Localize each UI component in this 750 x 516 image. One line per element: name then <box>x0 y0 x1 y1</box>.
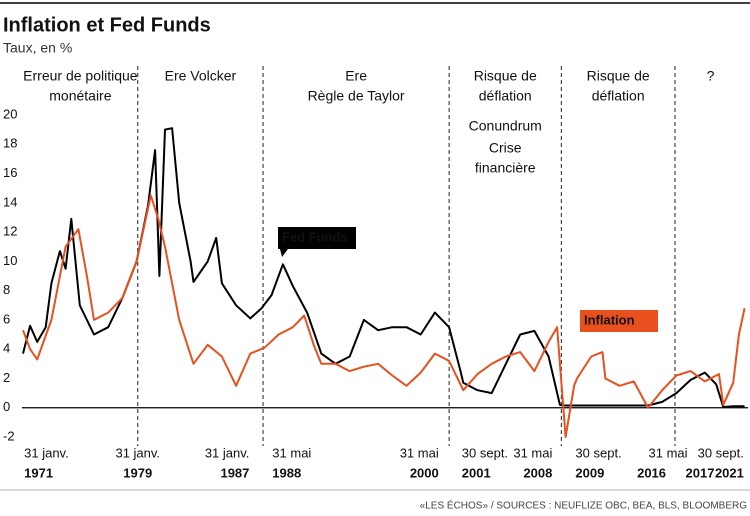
era-label: Risque de <box>474 68 537 84</box>
x-tick-year: 2000 <box>410 465 439 480</box>
era-note: Conundrum <box>469 118 542 134</box>
x-tick-label: 31 janv. <box>24 445 69 460</box>
x-tick-label: 31 janv. <box>115 445 160 460</box>
x-tick-label: 31 mai <box>400 445 439 460</box>
x-tick-year: 1988 <box>272 465 301 480</box>
y-tick-label: 10 <box>3 253 17 268</box>
x-tick-year: 2009 <box>575 465 604 480</box>
y-tick-label: -2 <box>3 428 15 443</box>
y-tick-label: 4 <box>3 341 10 356</box>
x-tick-year: 1979 <box>123 465 152 480</box>
series-tag <box>580 310 658 332</box>
y-tick-label: 14 <box>3 194 17 209</box>
source: «LES ÉCHOS» / SOURCES : NEUFLIZE OBC, BE… <box>420 499 748 512</box>
era-label: Règle de Taylor <box>308 88 405 104</box>
legend-label: Inflation <box>584 312 635 327</box>
y-tick-label: 8 <box>3 282 10 297</box>
series-tag <box>278 227 356 249</box>
era-label: déflation <box>592 88 645 104</box>
x-tick-year: 2021 <box>715 465 744 480</box>
x-tick-label: 30 sept. <box>575 445 621 460</box>
chart-title: Inflation et Fed Funds <box>3 14 211 36</box>
x-tick-label: 31 mai <box>513 445 552 460</box>
x-tick-year: 2008 <box>523 465 552 480</box>
x-tick-year: 1971 <box>24 465 53 480</box>
chart-subtitle: Taux, en % <box>3 40 72 56</box>
era-label: monétaire <box>49 88 111 104</box>
y-tick-label: 20 <box>3 106 17 121</box>
x-tick-label: 30 sept. <box>698 445 744 460</box>
x-tick-label: 31 mai <box>272 445 311 460</box>
era-note: financière <box>475 160 536 176</box>
era-label: Erreur de politique <box>23 68 138 84</box>
x-tick-label: 31 janv. <box>205 445 250 460</box>
series-line <box>22 127 745 408</box>
y-tick-label: 2 <box>3 370 10 385</box>
x-tick-year: 2001 <box>462 465 491 480</box>
x-tick-label: 30 sept. <box>462 445 508 460</box>
x-tick-label: 31 mai <box>649 445 688 460</box>
x-tick-year: 2016 <box>637 465 666 480</box>
y-tick-label: 6 <box>3 311 10 326</box>
x-tick-year: 2017 <box>686 465 715 480</box>
y-tick-label: 18 <box>3 136 17 151</box>
era-label: déflation <box>479 88 532 104</box>
era-label: ? <box>707 68 715 84</box>
era-label: Ere Volcker <box>165 68 237 84</box>
era-note: Crise <box>489 140 522 156</box>
era-label: Ere <box>345 68 367 84</box>
series-tag-pointer <box>280 249 288 257</box>
legend-label: Fed Funds <box>282 229 348 244</box>
x-tick-year: 1987 <box>220 465 249 480</box>
y-tick-label: 16 <box>3 165 17 180</box>
y-tick-label: 12 <box>3 224 17 239</box>
series-line <box>22 194 746 438</box>
era-label: Risque de <box>587 68 650 84</box>
y-tick-label: 0 <box>3 399 10 414</box>
